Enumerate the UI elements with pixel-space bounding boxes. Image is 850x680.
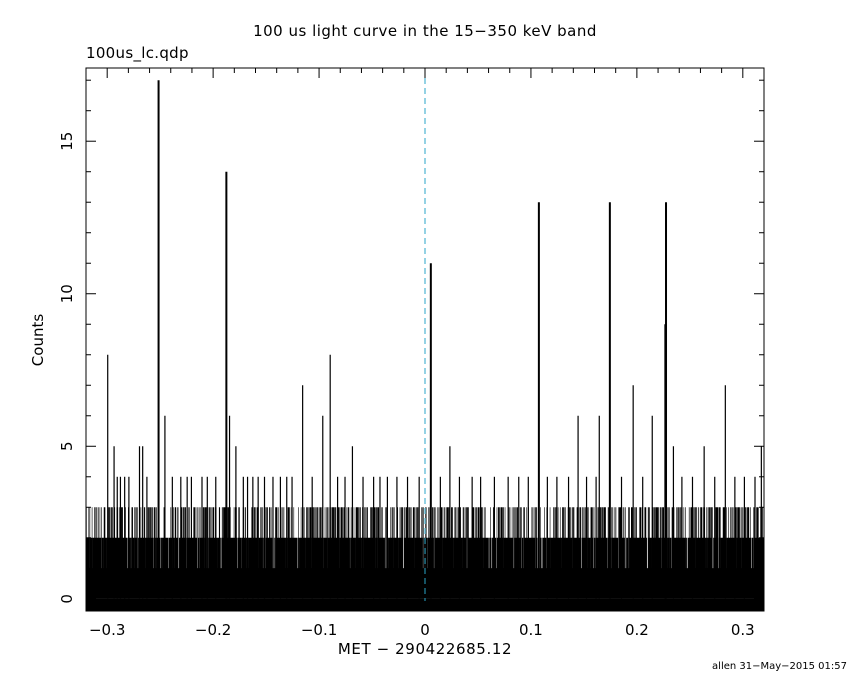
y-tick-label: 5 (58, 441, 76, 451)
footer-stamp: allen 31−May−2015 01:57 (712, 661, 847, 672)
x-tick-label: 0.2 (625, 621, 649, 639)
chart-title: 100 us light curve in the 15−350 keV ban… (253, 22, 597, 40)
y-axis-label: Counts (29, 313, 47, 367)
y-tick-label: 15 (58, 132, 76, 151)
x-tick-label: 0.3 (731, 621, 755, 639)
x-tick-label: −0.3 (89, 621, 125, 639)
x-tick-label: −0.2 (195, 621, 231, 639)
file-label: 100us_lc.qdp (86, 44, 189, 62)
y-tick-label: 0 (58, 594, 76, 604)
y-tick-label: 10 (58, 284, 76, 303)
x-tick-label: 0 (420, 621, 430, 639)
x-axis-label: MET − 290422685.12 (337, 640, 513, 658)
x-tick-label: −0.1 (301, 621, 337, 639)
x-tick-label: 0.1 (519, 621, 543, 639)
